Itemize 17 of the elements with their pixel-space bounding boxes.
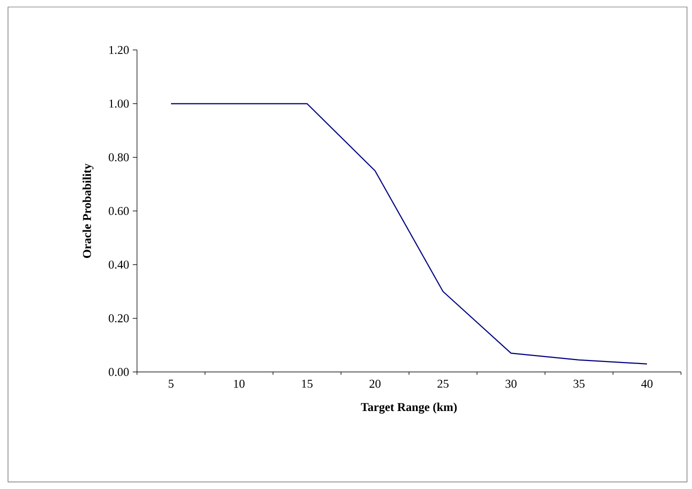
- x-tick-label: 40: [641, 380, 653, 388]
- x-tick-label: 35: [574, 380, 585, 388]
- y-tick-label: 0.40: [108, 260, 129, 269]
- x-tick-label: 5: [168, 380, 174, 388]
- y-tick-label: 0.00: [108, 368, 129, 376]
- y-tick-label: 0.60: [108, 206, 129, 216]
- x-tick-label: 25: [438, 380, 449, 388]
- y-tick-label: 1.00: [109, 100, 129, 108]
- x-tick-label: 10: [234, 380, 245, 388]
- y-tick-label: 0.20: [108, 314, 129, 322]
- y-tick-label: 1.20: [109, 46, 129, 54]
- x-tick-label: 30: [506, 380, 517, 388]
- x-tick-label: 15: [302, 380, 313, 388]
- y-axis-title: Oracle Probability: [82, 164, 94, 258]
- y-tick-label: 0.80: [108, 153, 129, 162]
- x-tick-label: 20: [370, 380, 381, 388]
- x-axis-title: Target Range (km): [360, 402, 457, 414]
